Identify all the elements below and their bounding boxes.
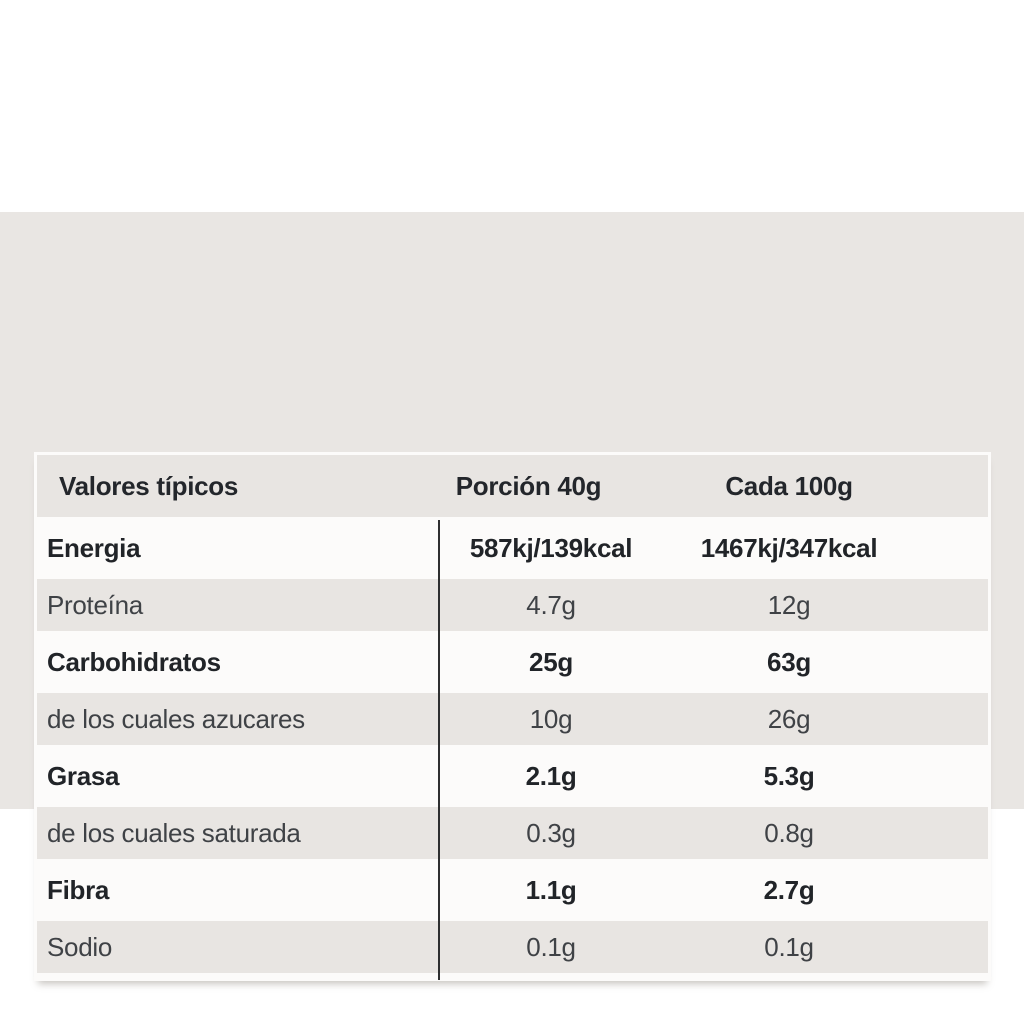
row-label: Fibra xyxy=(47,874,110,905)
table-row: Grasa 2.1g 5.3g xyxy=(37,750,988,802)
value-per-100g: 0.1g xyxy=(764,931,814,962)
row-label: de los cuales saturada xyxy=(47,817,301,848)
table-row: de los cuales azucares 10g 26g xyxy=(37,693,988,745)
value-per-40g: 0.1g xyxy=(526,931,576,962)
row-label: Grasa xyxy=(47,760,120,791)
table-row: de los cuales saturada 0.3g 0.8g xyxy=(37,807,988,859)
header-per-100g: Cada 100g xyxy=(725,470,853,501)
table-row: Carbohidratos 25g 63g xyxy=(37,636,988,688)
value-per-100g: 2.7g xyxy=(763,874,815,905)
value-per-100g: 63g xyxy=(767,646,811,677)
value-per-100g: 0.8g xyxy=(764,817,814,848)
value-per-100g: 26g xyxy=(767,703,811,734)
row-label: Energia xyxy=(47,532,141,563)
value-per-100g: 5.3g xyxy=(763,760,815,791)
row-label: Proteína xyxy=(47,589,143,620)
nutrition-facts-table: Valores típicos Porción 40g Cada 100g En… xyxy=(34,452,991,981)
value-per-40g: 587kj/139kcal xyxy=(469,532,633,563)
column-divider-line xyxy=(438,520,440,980)
row-label: Sodio xyxy=(47,931,112,962)
value-per-40g: 4.7g xyxy=(526,589,576,620)
header-typical-values: Valores típicos xyxy=(59,470,239,501)
table-row: Proteína 4.7g 12g xyxy=(37,579,988,631)
table-row: Energia 587kj/139kcal 1467kj/347kcal xyxy=(37,522,988,574)
row-label: Carbohidratos xyxy=(47,646,221,677)
table-row: Fibra 1.1g 2.7g xyxy=(37,864,988,916)
table-body: Energia 587kj/139kcal 1467kj/347kcal Proteí… xyxy=(37,522,988,973)
value-per-40g: 1.1g xyxy=(525,874,577,905)
row-label: de los cuales azucares xyxy=(47,703,305,734)
value-per-100g: 1467kj/347kcal xyxy=(700,532,878,563)
value-per-40g: 10g xyxy=(529,703,573,734)
value-per-100g: 12g xyxy=(767,589,811,620)
gray-band: Valores típicos Porción 40g Cada 100g En… xyxy=(0,212,1024,981)
header-per-portion-40g: Porción 40g xyxy=(455,470,602,501)
table-row: Sodio 0.1g 0.1g xyxy=(37,921,988,973)
value-per-40g: 25g xyxy=(529,646,573,677)
table-header-row: Valores típicos Porción 40g Cada 100g xyxy=(37,455,988,517)
value-per-40g: 2.1g xyxy=(525,760,577,791)
value-per-40g: 0.3g xyxy=(526,817,576,848)
